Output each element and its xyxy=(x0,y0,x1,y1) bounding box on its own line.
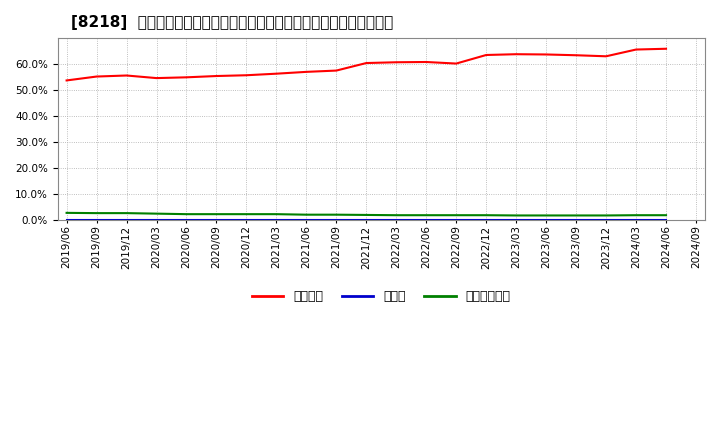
のれん xyxy=(182,217,191,223)
繰延税金資産 xyxy=(272,212,281,217)
繰延税金資産 xyxy=(452,213,461,218)
繰延税金資産 xyxy=(542,213,551,218)
のれん xyxy=(542,217,551,223)
のれん xyxy=(662,217,670,223)
自己資本 xyxy=(512,51,521,57)
Text: [8218]  自己資本、のれん、繰延税金資産の総資産に対する比率の推移: [8218] 自己資本、のれん、繰延税金資産の総資産に対する比率の推移 xyxy=(71,15,393,30)
のれん xyxy=(272,217,281,223)
自己資本 xyxy=(662,46,670,51)
自己資本 xyxy=(452,61,461,66)
繰延税金資産 xyxy=(631,213,640,218)
自己資本 xyxy=(422,59,431,65)
繰延税金資産 xyxy=(122,210,131,216)
繰延税金資産 xyxy=(572,213,580,218)
のれん xyxy=(332,217,341,223)
繰延税金資産 xyxy=(332,212,341,217)
のれん xyxy=(362,217,371,223)
繰延税金資産 xyxy=(422,213,431,218)
繰延税金資産 xyxy=(212,212,221,217)
自己資本 xyxy=(302,69,311,74)
自己資本 xyxy=(362,60,371,66)
繰延税金資産 xyxy=(362,213,371,218)
のれん xyxy=(152,217,161,223)
のれん xyxy=(302,217,311,223)
Line: 繰延税金資産: 繰延税金資産 xyxy=(66,213,666,216)
自己資本 xyxy=(182,75,191,80)
自己資本 xyxy=(572,53,580,58)
Legend: 自己資本, のれん, 繰延税金資産: 自己資本, のれん, 繰延税金資産 xyxy=(247,285,516,308)
のれん xyxy=(602,217,611,223)
のれん xyxy=(242,217,251,223)
のれん xyxy=(452,217,461,223)
自己資本 xyxy=(392,59,400,65)
自己資本 xyxy=(92,74,101,79)
繰延税金資産 xyxy=(92,210,101,216)
自己資本 xyxy=(152,75,161,81)
繰延税金資産 xyxy=(602,213,611,218)
のれん xyxy=(631,217,640,223)
のれん xyxy=(482,217,490,223)
自己資本 xyxy=(212,73,221,79)
自己資本 xyxy=(62,78,71,83)
のれん xyxy=(572,217,580,223)
自己資本 xyxy=(482,52,490,58)
自己資本 xyxy=(631,47,640,52)
のれん xyxy=(212,217,221,223)
のれん xyxy=(392,217,400,223)
自己資本 xyxy=(602,54,611,59)
のれん xyxy=(62,217,71,223)
自己資本 xyxy=(122,73,131,78)
のれん xyxy=(422,217,431,223)
自己資本 xyxy=(242,73,251,78)
Line: 自己資本: 自己資本 xyxy=(66,49,666,81)
繰延税金資産 xyxy=(182,212,191,217)
繰延税金資産 xyxy=(152,211,161,216)
繰延税金資産 xyxy=(392,213,400,218)
繰延税金資産 xyxy=(242,212,251,217)
繰延税金資産 xyxy=(302,212,311,217)
繰延税金資産 xyxy=(482,213,490,218)
のれん xyxy=(122,217,131,223)
自己資本 xyxy=(332,68,341,73)
のれん xyxy=(512,217,521,223)
繰延税金資産 xyxy=(62,210,71,216)
繰延税金資産 xyxy=(512,213,521,218)
自己資本 xyxy=(272,71,281,76)
繰延税金資産 xyxy=(662,213,670,218)
自己資本 xyxy=(542,52,551,57)
のれん xyxy=(92,217,101,223)
